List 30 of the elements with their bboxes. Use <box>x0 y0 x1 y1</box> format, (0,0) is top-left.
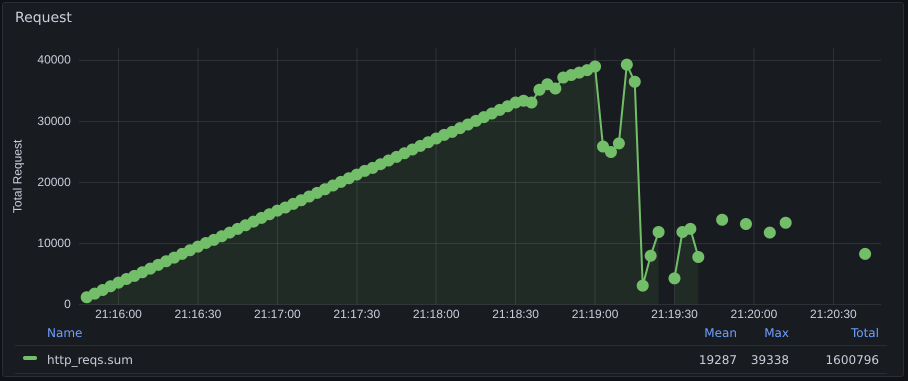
x-tick-label: 21:17:30 <box>333 307 380 322</box>
x-tick-label: 21:19:30 <box>651 307 698 322</box>
text: Mean <box>704 326 737 340</box>
y-tick-label: 40000 <box>37 52 72 67</box>
point <box>716 214 728 226</box>
point <box>740 218 752 230</box>
point <box>859 248 872 260</box>
x-tick-label: 21:18:00 <box>412 307 460 322</box>
text: 1600796 <box>826 353 879 367</box>
y-tick-label: 20000 <box>37 174 72 189</box>
point <box>764 226 776 239</box>
x-tick-label: 21:19:00 <box>572 307 619 322</box>
text: 19287 <box>698 353 737 367</box>
y-tick-label: 10000 <box>37 236 72 250</box>
x-tick-label: 21:20:30 <box>810 307 858 322</box>
text: Total <box>850 326 879 340</box>
text: Max <box>764 326 789 340</box>
y-axis-title: Total Request <box>10 139 25 214</box>
point <box>780 216 792 229</box>
y-tick-label: 30000 <box>37 114 72 128</box>
x-tick-label: 21:18:30 <box>492 307 540 322</box>
legend-label: http_reqs.sum <box>47 353 133 367</box>
x-tick-label: 21:17:00 <box>254 307 302 322</box>
text: 39338 <box>750 353 789 367</box>
x-tick-label: 21:16:00 <box>95 307 142 322</box>
chart-title: Request <box>15 10 72 26</box>
x-tick-label: 21:20:00 <box>730 307 778 322</box>
x-tick-label: 21:16:30 <box>174 307 222 322</box>
y-tick-label: 0 <box>64 296 72 311</box>
text: Name <box>47 326 82 340</box>
